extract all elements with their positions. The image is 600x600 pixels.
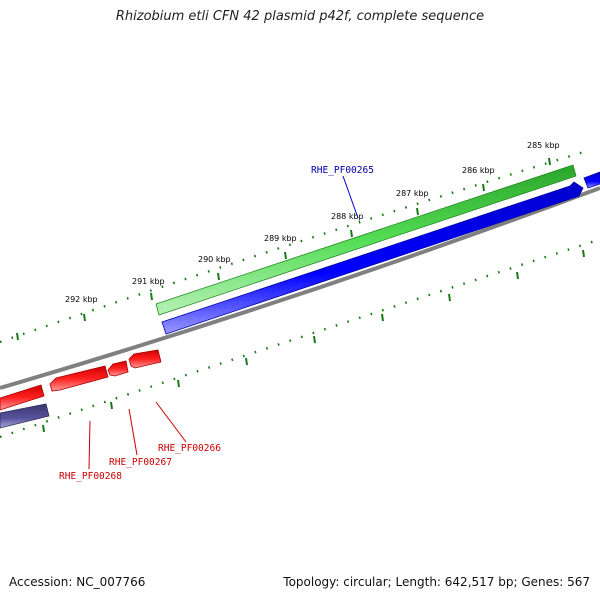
tick-label: 290 kbp	[198, 255, 231, 264]
gene-label-reverse: RHE_PF00266	[158, 443, 221, 454]
accession-text: Accession: NC_007766	[9, 575, 146, 589]
kbp-labels: 292 kbp 291 kbp 290 kbp 289 kbp 288 kbp …	[65, 141, 560, 304]
plasmid-backbone	[0, 186, 600, 390]
tick-label: 287 kbp	[396, 189, 429, 198]
topology-summary: Topology: circular; Length: 642,517 bp; …	[283, 575, 590, 589]
tick-label: 285 kbp	[527, 141, 560, 150]
gene-label-forward: RHE_PF00265	[311, 165, 374, 176]
label-leader	[155, 401, 187, 443]
outer-major-ticks	[16, 157, 551, 341]
label-leader	[128, 408, 138, 456]
blue-gene-arrow	[161, 181, 584, 335]
green-feature	[155, 164, 577, 316]
map-title: Rhizobium etli CFN 42 plasmid p42f, comp…	[115, 9, 485, 24]
red-gene-arrow	[107, 360, 129, 377]
gene-label-reverse: RHE_PF00268	[59, 471, 122, 482]
tick-label: 291 kbp	[132, 277, 165, 286]
outer-tick-ring	[0, 148, 591, 344]
tick-label: 289 kbp	[264, 234, 297, 243]
label-leader	[342, 175, 359, 219]
blue-gene-arrow-next	[583, 171, 600, 189]
slate-feature	[0, 403, 50, 429]
inner-major-ticks	[42, 249, 585, 433]
red-gene-arrow	[128, 349, 162, 369]
tick-label: 288 kbp	[331, 212, 364, 221]
label-leader	[88, 420, 91, 470]
red-gene-arrow	[49, 365, 109, 392]
gene-label-reverse: RHE_PF00267	[109, 457, 172, 468]
inner-tick-ring	[0, 238, 599, 439]
tick-label: 286 kbp	[462, 166, 495, 175]
tick-label: 292 kbp	[65, 295, 98, 304]
red-gene-arrow	[0, 384, 45, 411]
